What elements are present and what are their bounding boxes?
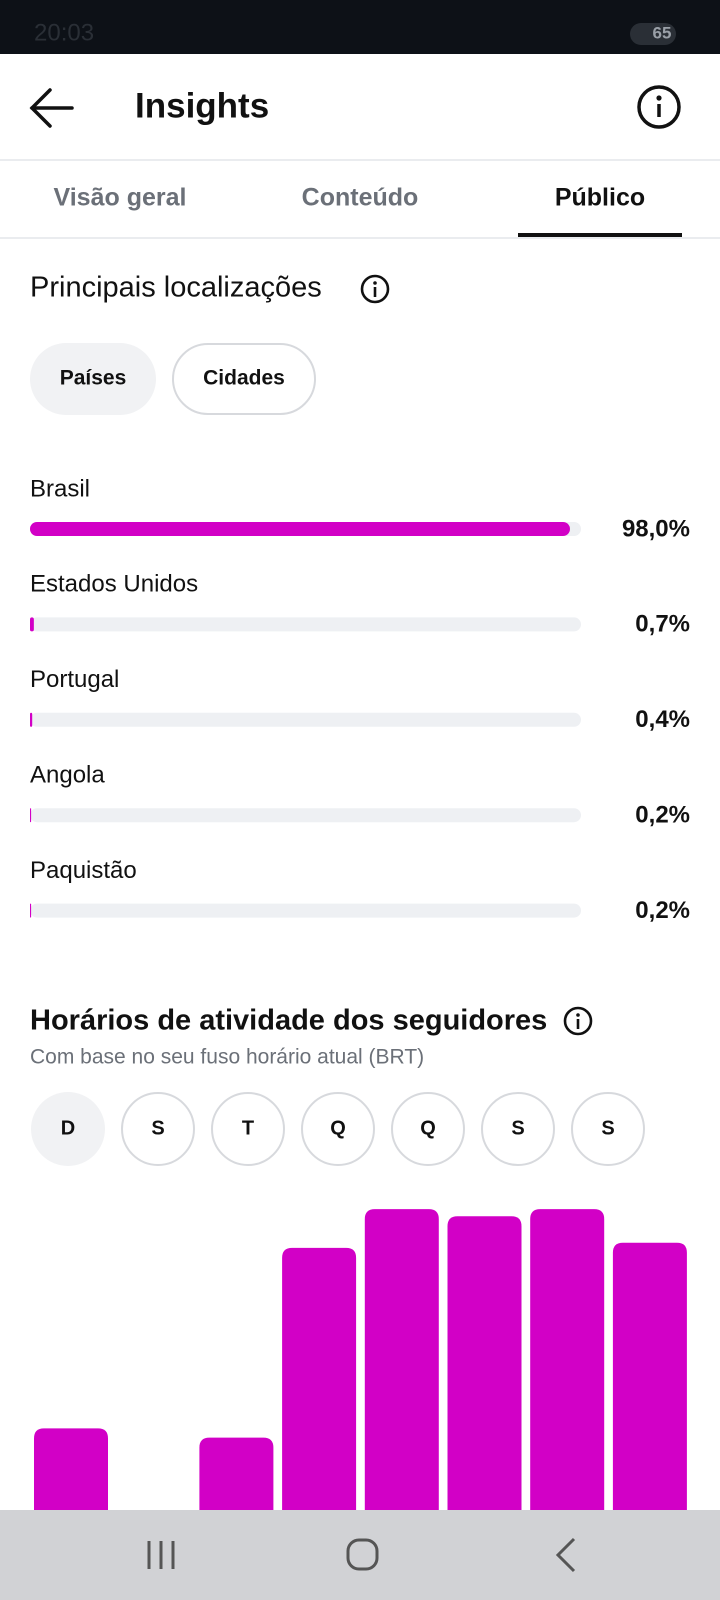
section-title: Horários de atividade dos seguidores — [30, 1005, 547, 1037]
info-icon[interactable] — [360, 274, 390, 304]
day-pill[interactable] — [211, 1092, 285, 1166]
bar — [447, 1216, 522, 1510]
location-label: Angola — [30, 762, 105, 789]
bar — [34, 1428, 108, 1510]
filter-pill-active[interactable] — [30, 343, 156, 415]
nav-back[interactable] — [555, 1537, 576, 1573]
nav-home[interactable] — [346, 1538, 379, 1571]
day-label[interactable]: Q — [420, 1117, 436, 1139]
bar — [30, 712, 33, 727]
location-label: Brasil — [30, 475, 90, 502]
day-label[interactable]: S — [601, 1117, 614, 1139]
location-label: Paquistão — [30, 857, 137, 884]
value-label: 0,2% — [635, 802, 690, 829]
value-label: 0,4% — [635, 706, 690, 733]
filter-label[interactable]: Cidades — [203, 367, 285, 390]
bar-track — [30, 903, 581, 918]
nav-recents[interactable] — [147, 1541, 175, 1569]
bar — [364, 1209, 439, 1510]
day-label[interactable]: S — [511, 1117, 524, 1139]
day-pill-active[interactable] — [31, 1092, 105, 1166]
tab-active[interactable]: Público — [555, 184, 645, 212]
day-pill[interactable] — [391, 1092, 465, 1166]
day-pill[interactable] — [571, 1092, 645, 1166]
day-pill[interactable] — [301, 1092, 375, 1166]
nav-bar — [0, 1510, 720, 1600]
location-label: Portugal — [30, 666, 119, 693]
location-label: Estados Unidos — [30, 571, 198, 598]
value-label: 0,7% — [635, 611, 690, 638]
bar — [612, 1242, 687, 1510]
day-pill[interactable] — [481, 1092, 555, 1166]
locations-chart: Brasil 98,0% Estados Unidos 0,7% Portugal 0,4… — [30, 475, 690, 924]
page-title: Insights — [135, 86, 269, 125]
bar — [30, 808, 32, 823]
day-label[interactable]: D — [61, 1117, 75, 1139]
value-label: 0,2% — [635, 897, 690, 924]
bar — [282, 1247, 357, 1510]
info-icon[interactable] — [563, 1006, 593, 1036]
battery-icon — [630, 23, 676, 45]
status-bar — [0, 0, 720, 54]
bar — [30, 522, 570, 536]
day-pill[interactable] — [121, 1092, 195, 1166]
day-label[interactable]: S — [151, 1117, 164, 1139]
bar — [30, 617, 34, 632]
info-button[interactable] — [637, 85, 681, 129]
activity-chart — [34, 1209, 687, 1510]
filter-label[interactable]: Países — [60, 367, 127, 390]
bar — [199, 1437, 274, 1510]
battery-level: 65 — [653, 23, 672, 42]
value-label: 98,0% — [622, 515, 690, 542]
tab[interactable]: Visão geral — [54, 184, 187, 212]
bar-track — [30, 712, 581, 727]
status-time: 20:03 — [34, 19, 94, 46]
bar-track — [30, 617, 581, 632]
back-button[interactable] — [29, 88, 74, 128]
tab-indicator — [518, 233, 682, 237]
section-title: Principais localizações — [30, 272, 322, 304]
bar — [530, 1209, 605, 1510]
bar-track — [30, 808, 581, 823]
section-subtitle: Com base no seu fuso horário atual (BRT) — [30, 1046, 424, 1069]
day-label[interactable]: Q — [330, 1117, 346, 1139]
filter-pill[interactable] — [172, 343, 316, 415]
bar — [30, 903, 32, 918]
day-label[interactable]: T — [242, 1117, 254, 1139]
tab[interactable]: Conteúdo — [302, 184, 419, 212]
